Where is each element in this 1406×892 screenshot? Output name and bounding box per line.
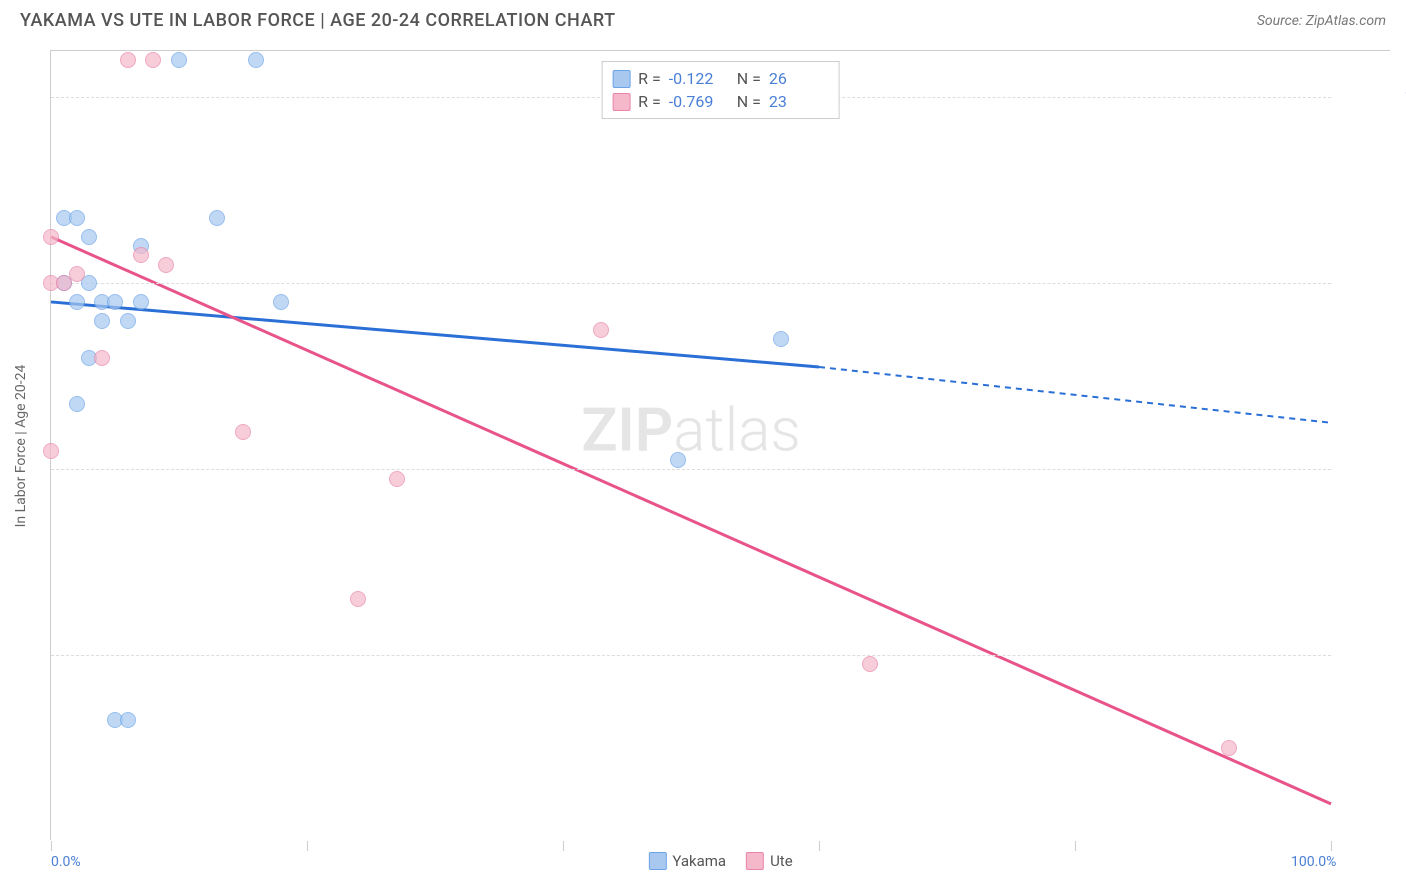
scatter-point (107, 294, 123, 310)
legend-stat-row: R = -0.769 N = 23 (612, 90, 829, 113)
x-tick-label: 100.0% (1291, 854, 1336, 870)
scatter-point (1221, 740, 1237, 756)
x-tick (563, 841, 564, 851)
scatter-point (69, 396, 85, 412)
scatter-point (94, 350, 110, 366)
trend-line-dashed (819, 367, 1331, 423)
trend-line-solid (51, 302, 819, 367)
gridline (51, 283, 1331, 284)
y-axis-label: In Labor Force | Age 20-24 (13, 364, 29, 527)
trend-line-solid (51, 237, 1331, 804)
chart-container: ZIPatlas In Labor Force | Age 20-24 R = … (50, 50, 1390, 840)
scatter-point (145, 52, 161, 68)
scatter-point (43, 229, 59, 245)
scatter-point (81, 275, 97, 291)
scatter-point (389, 471, 405, 487)
source-label: Source: ZipAtlas.com (1257, 13, 1386, 29)
scatter-point (171, 52, 187, 68)
scatter-point (43, 443, 59, 459)
header: YAKAMA VS UTE IN LABOR FORCE | AGE 20-24… (0, 0, 1406, 36)
legend-swatch-icon (612, 70, 630, 88)
legend-series: Yakama Ute (648, 852, 792, 870)
scatter-point (235, 424, 251, 440)
scatter-point (120, 52, 136, 68)
x-tick (51, 841, 52, 851)
scatter-point (133, 294, 149, 310)
scatter-point (273, 294, 289, 310)
gridline (51, 655, 1331, 656)
scatter-point (670, 452, 686, 468)
legend-r-label: R = (638, 69, 661, 88)
legend-r-value: -0.122 (669, 69, 729, 88)
legend-swatch-icon (648, 852, 666, 870)
legend-n-value: 23 (769, 92, 829, 111)
scatter-point (133, 247, 149, 263)
scatter-point (69, 294, 85, 310)
x-tick (1331, 841, 1332, 851)
scatter-point (773, 331, 789, 347)
legend-r-value: -0.769 (669, 92, 729, 111)
scatter-point (94, 313, 110, 329)
scatter-point (248, 52, 264, 68)
legend-swatch-icon (612, 93, 630, 111)
legend-r-label: R = (638, 92, 661, 111)
legend-stat-row: R = -0.122 N = 26 (612, 67, 829, 90)
legend-stats: R = -0.122 N = 26 R = -0.769 N = 23 (601, 61, 840, 119)
scatter-point (350, 591, 366, 607)
scatter-point (56, 275, 72, 291)
scatter-point (120, 712, 136, 728)
scatter-point (81, 229, 97, 245)
legend-item-label: Ute (770, 852, 793, 870)
legend-item: Ute (746, 852, 793, 870)
scatter-point (593, 322, 609, 338)
legend-n-label: N = (737, 92, 761, 111)
scatter-point (158, 257, 174, 273)
scatter-point (862, 656, 878, 672)
gridline (51, 469, 1331, 470)
legend-item-label: Yakama (672, 852, 726, 870)
scatter-point (69, 210, 85, 226)
scatter-point (209, 210, 225, 226)
x-tick-label: 0.0% (51, 854, 81, 870)
legend-n-label: N = (737, 69, 761, 88)
x-tick (819, 841, 820, 851)
trend-lines-svg (51, 51, 1331, 841)
scatter-point (120, 313, 136, 329)
legend-swatch-icon (746, 852, 764, 870)
x-tick (307, 841, 308, 851)
chart-title: YAKAMA VS UTE IN LABOR FORCE | AGE 20-24… (20, 10, 616, 31)
legend-item: Yakama (648, 852, 726, 870)
legend-n-value: 26 (769, 69, 829, 88)
x-tick (1075, 841, 1076, 851)
plot-area: ZIPatlas (51, 51, 1331, 841)
